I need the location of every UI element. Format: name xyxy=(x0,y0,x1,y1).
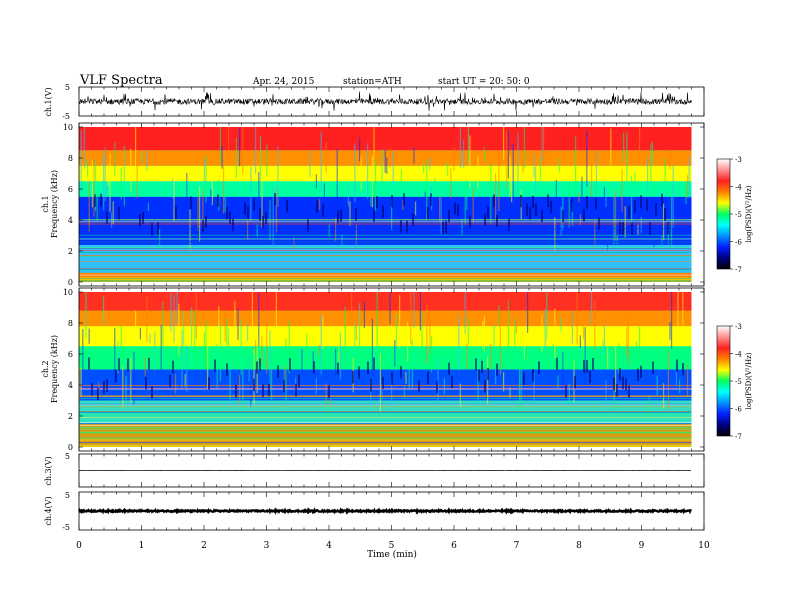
x-tick-label: 5 xyxy=(389,541,395,551)
ch1-spectrogram-image xyxy=(79,127,692,282)
spec-ytick-label: 2 xyxy=(68,247,73,256)
ch1-spec-ylabel-top: ch.1 xyxy=(41,195,50,212)
colorbar-1-label: log(PSD)(V²/Hz) xyxy=(745,185,753,242)
colorbar-1-tick-label: -5 xyxy=(735,211,742,219)
ch2-spectrogram-panel: 0 2 4 6 8 10 ch.2 Frequency (kHz) xyxy=(41,287,705,452)
colorbar-2: -3 -4 -5 -6 -7 log(PSD)(V²/Hz) xyxy=(716,323,753,441)
colorbar-2-tick-label: -7 xyxy=(735,433,742,441)
ch4-waveform-panel: 5 -5 ch.4(V) xyxy=(44,491,705,532)
spectrogram-band xyxy=(79,310,692,327)
colorbar-1-gradient xyxy=(716,158,731,270)
ch1-waveform-line xyxy=(79,91,692,111)
spec-ytick-label: 10 xyxy=(63,123,73,132)
ch1-ylabel: ch.1(V) xyxy=(44,87,53,116)
ch2-spectrogram-image xyxy=(79,292,692,447)
spec-ytick-label: 6 xyxy=(68,350,73,359)
ch3-waveform-panel: 5 ch.3(V) xyxy=(44,452,705,488)
spec-ytick-label: 0 xyxy=(68,443,73,452)
x-axis-label: Time (min) xyxy=(367,549,417,560)
ch1-spectrogram-panel: 0 2 4 6 8 10 ch.1 Frequency (kHz) xyxy=(41,122,705,287)
spectrogram-band xyxy=(79,292,692,311)
x-tick-label: 9 xyxy=(639,541,645,551)
ch4-ytick-bottom: -5 xyxy=(62,523,70,532)
colorbar-2-gradient xyxy=(716,325,731,437)
colorbar-2-tick-label: -3 xyxy=(735,323,742,331)
header-start-time: start UT = 20: 50: 0 xyxy=(438,77,530,87)
spectrogram-band xyxy=(79,181,692,197)
spectrogram-band xyxy=(79,165,692,182)
ch3-ylabel: ch.3(V) xyxy=(44,456,53,485)
colorbar-2-tick-label: -6 xyxy=(735,406,742,414)
colorbar-1-tick-label: -4 xyxy=(735,184,742,192)
spec-ytick-label: 4 xyxy=(68,381,73,390)
colorbar-2-tick-label: -5 xyxy=(735,378,742,386)
header-date: Apr. 24, 2015 xyxy=(252,77,315,87)
ch1-waveform-panel: 5 -5 ch.1(V) xyxy=(44,83,705,121)
colorbar-1-tick-label: -3 xyxy=(735,156,742,164)
x-tick-label: 7 xyxy=(514,541,520,551)
spec-ytick-label: 4 xyxy=(68,216,73,225)
x-tick-label: 3 xyxy=(264,541,270,551)
spectrogram-band xyxy=(79,326,692,347)
x-tick-label: 1 xyxy=(139,541,145,551)
spectrogram-band xyxy=(79,127,692,151)
colorbar-1: -3 -4 -5 -6 -7 log(PSD)(V²/Hz) xyxy=(716,156,753,274)
ch1-ytick-top: 5 xyxy=(65,83,70,92)
ch1-spec-ylabel: Frequency (kHz) xyxy=(50,170,59,238)
x-tick-label: 2 xyxy=(201,541,207,551)
spectrogram-band xyxy=(79,196,692,245)
colorbar-2-label: log(PSD)(V²/Hz) xyxy=(745,352,753,409)
ch4-waveform-line xyxy=(78,507,693,515)
spec-ytick-label: 6 xyxy=(68,185,73,194)
header-station: station=ATH xyxy=(343,77,402,87)
spec-ytick-label: 0 xyxy=(68,278,73,287)
ch4-ylabel: ch.4(V) xyxy=(44,496,53,525)
x-tick-label: 0 xyxy=(76,541,82,551)
x-tick-label: 8 xyxy=(576,541,582,551)
ch2-spec-ylabel-top: ch.2 xyxy=(41,360,50,377)
spec-ytick-label: 2 xyxy=(68,412,73,421)
x-axis-tick-labels: 0 1 2 3 4 5 6 7 8 9 10 xyxy=(76,541,710,551)
ch3-ytick-top: 5 xyxy=(65,452,70,461)
ch4-ytick-top: 5 xyxy=(65,491,70,500)
x-tick-label: 10 xyxy=(698,541,710,551)
spectrogram-band xyxy=(79,244,692,273)
figure-title: VLF Spectra xyxy=(79,73,163,88)
spectrogram-band xyxy=(79,272,692,282)
spec-ytick-label: 8 xyxy=(68,154,73,163)
colorbar-2-tick-label: -4 xyxy=(735,351,742,359)
spec-ytick-label: 10 xyxy=(63,288,73,297)
colorbar-1-tick-label: -7 xyxy=(735,266,742,274)
x-tick-label: 6 xyxy=(451,541,457,551)
ch1-ytick-bottom: -5 xyxy=(62,112,70,121)
ch2-spec-ylabel: Frequency (kHz) xyxy=(50,335,59,403)
spectrogram-band xyxy=(79,346,692,370)
spec-ytick-label: 8 xyxy=(68,319,73,328)
colorbar-1-tick-label: -6 xyxy=(735,239,742,247)
x-tick-label: 4 xyxy=(326,541,332,551)
